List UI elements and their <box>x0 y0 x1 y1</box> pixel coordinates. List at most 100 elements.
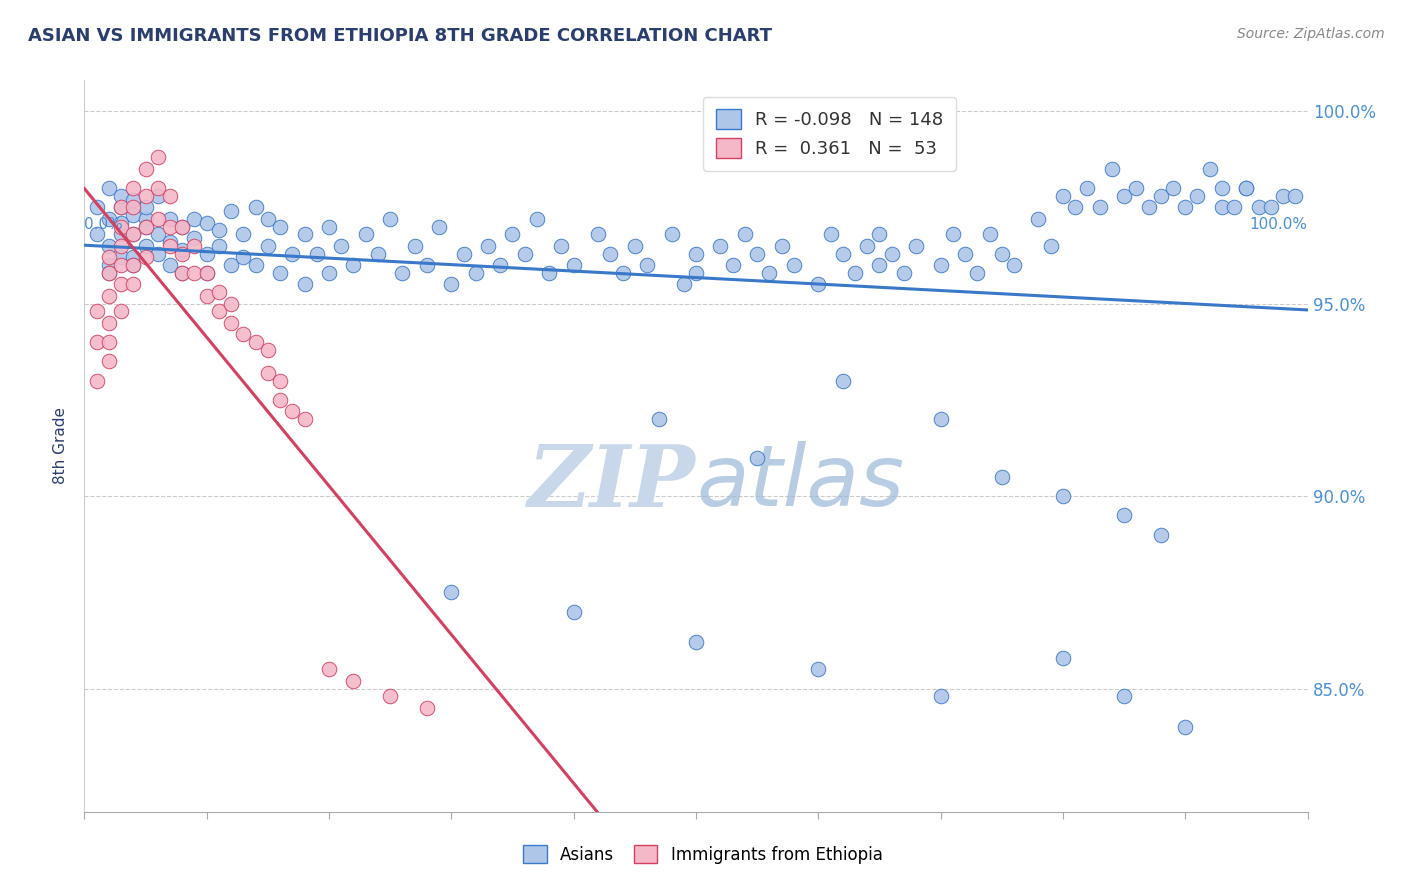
Point <box>219 296 242 310</box>
Point <box>122 258 145 272</box>
Point <box>1114 508 1136 523</box>
Text: atlas: atlas <box>696 441 904 524</box>
Point <box>562 605 585 619</box>
Point <box>586 227 609 242</box>
Point <box>146 227 169 242</box>
Point <box>232 251 254 265</box>
Point <box>257 211 280 226</box>
Point <box>281 404 304 418</box>
Point <box>269 392 291 407</box>
Point <box>440 277 463 292</box>
Point <box>1150 188 1173 202</box>
Point <box>831 374 853 388</box>
Point <box>135 251 157 265</box>
Point <box>195 289 218 303</box>
Point <box>257 239 280 253</box>
Point <box>427 219 450 234</box>
Point <box>672 277 695 292</box>
Point <box>416 700 439 714</box>
Point <box>219 258 242 272</box>
Point <box>159 188 181 202</box>
Point <box>991 246 1014 260</box>
Point <box>294 277 316 292</box>
Y-axis label: 8th Grade: 8th Grade <box>53 408 69 484</box>
Point <box>929 690 952 704</box>
Point <box>1088 200 1111 214</box>
Point <box>685 246 707 260</box>
Point <box>440 585 463 599</box>
Point <box>1114 690 1136 704</box>
Point <box>1260 200 1282 214</box>
Point <box>122 277 145 292</box>
Point <box>97 211 120 226</box>
Point <box>1101 161 1123 176</box>
Point <box>110 200 132 214</box>
Point <box>747 450 769 465</box>
Point <box>232 327 254 342</box>
Point <box>172 219 194 234</box>
Point <box>929 412 952 426</box>
Point <box>269 266 291 280</box>
Point <box>1223 200 1246 214</box>
Point <box>636 258 658 272</box>
Point <box>758 266 780 280</box>
Point <box>1137 200 1160 214</box>
Point <box>208 223 231 237</box>
Point <box>1076 181 1098 195</box>
Point <box>86 200 108 214</box>
Point <box>110 219 132 234</box>
Point <box>953 246 976 260</box>
Point <box>783 258 806 272</box>
Point <box>1187 188 1209 202</box>
Point <box>135 188 157 202</box>
Point <box>367 246 389 260</box>
Point <box>489 258 512 272</box>
Point <box>880 246 903 260</box>
Point <box>110 258 132 272</box>
Point <box>820 227 842 242</box>
Point <box>721 258 744 272</box>
Point <box>844 266 866 280</box>
Point <box>342 673 364 688</box>
Point <box>502 227 524 242</box>
Point <box>1211 181 1233 195</box>
Point <box>648 412 671 426</box>
Point <box>1114 188 1136 202</box>
Point <box>172 266 194 280</box>
Point <box>747 246 769 260</box>
Point <box>942 227 965 242</box>
Point <box>380 211 402 226</box>
Point <box>1236 181 1258 195</box>
Point <box>110 304 132 318</box>
Point <box>110 277 132 292</box>
Point <box>1174 200 1197 214</box>
Point <box>1052 489 1074 503</box>
Point <box>1052 650 1074 665</box>
Point <box>146 150 169 164</box>
Point <box>97 334 120 349</box>
Point <box>893 266 915 280</box>
Point <box>195 266 218 280</box>
Point <box>172 266 194 280</box>
Point <box>110 239 132 253</box>
Point <box>219 316 242 330</box>
Text: ZIP: ZIP <box>529 441 696 524</box>
Point <box>146 211 169 226</box>
Legend: R = -0.098   N = 148, R =  0.361   N =  53: R = -0.098 N = 148, R = 0.361 N = 53 <box>703 96 956 170</box>
Point <box>110 227 132 242</box>
Point <box>135 239 157 253</box>
Point <box>929 258 952 272</box>
Point <box>991 470 1014 484</box>
Point <box>1272 188 1295 202</box>
Point <box>97 289 120 303</box>
Point <box>354 227 377 242</box>
Point <box>208 285 231 299</box>
Point <box>86 334 108 349</box>
Point <box>1002 258 1025 272</box>
Point <box>526 211 548 226</box>
Point <box>159 219 181 234</box>
Point <box>1150 527 1173 541</box>
Point <box>464 266 486 280</box>
Point <box>159 258 181 272</box>
Point <box>97 258 120 272</box>
